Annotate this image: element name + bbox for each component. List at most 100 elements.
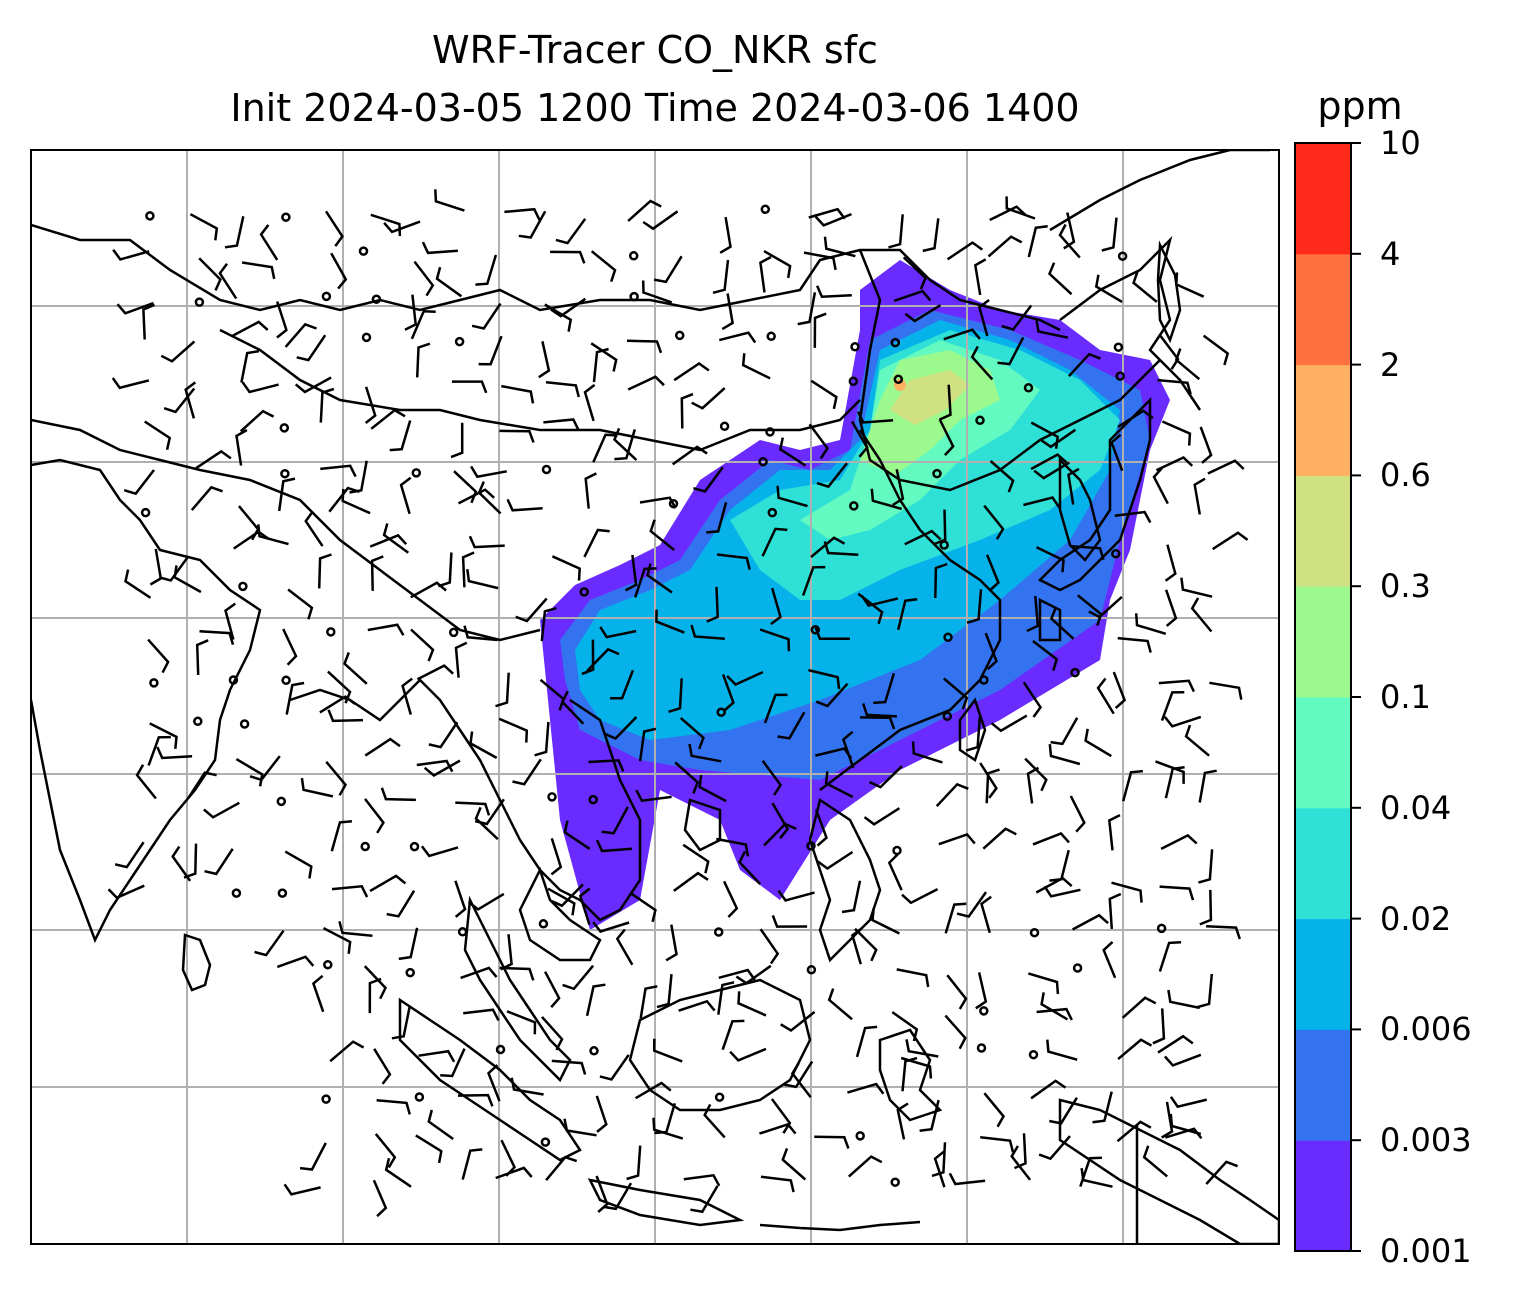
- wind-barb: [544, 303, 573, 332]
- map-frame: [30, 149, 1280, 1245]
- wind-barb: [718, 331, 757, 344]
- wind-barb: [1163, 1053, 1202, 1067]
- wind-barb: [814, 627, 850, 641]
- wind-barb: [1038, 1135, 1071, 1161]
- wind-barb: [1197, 973, 1214, 1009]
- wind-barb: [551, 1059, 587, 1075]
- wind-barb: [418, 1049, 456, 1063]
- wind-barb: [703, 1103, 726, 1139]
- wind-barb: [195, 639, 209, 675]
- wind-barb: [330, 252, 348, 290]
- wind-barb: [382, 523, 410, 554]
- wind-barb: [1116, 1120, 1152, 1143]
- wind-barb: [1108, 892, 1122, 929]
- wind-barb: [935, 782, 969, 808]
- wind-barb: [401, 677, 413, 715]
- wind-barbs: [107, 189, 1249, 1218]
- calm-wind-circle: [714, 1092, 725, 1102]
- wind-barb: [563, 820, 591, 850]
- wind-barb: [276, 301, 288, 339]
- wind-barb: [810, 379, 838, 410]
- wind-barb: [970, 345, 994, 381]
- wind-barb: [777, 711, 806, 740]
- wind-barb: [300, 777, 334, 798]
- wind-barb: [629, 892, 657, 923]
- wind-barb: [588, 759, 625, 772]
- wind-barb: [1199, 889, 1213, 926]
- wind-barb: [320, 464, 357, 478]
- wind-barb: [319, 695, 356, 714]
- wind-barb: [555, 218, 587, 245]
- calm-wind-circle: [405, 967, 415, 978]
- wind-barb: [551, 555, 581, 581]
- wind-barb: [595, 1095, 608, 1133]
- wind-barb: [896, 1102, 909, 1140]
- wind-barb: [1158, 941, 1182, 972]
- wind-barb: [1114, 510, 1152, 524]
- sakhalin: [1156, 240, 1182, 344]
- wind-barb: [763, 693, 788, 724]
- wind-barb: [888, 214, 904, 249]
- wind-barb: [604, 716, 638, 740]
- calm-wind-circle: [939, 540, 949, 550]
- colorbar-segment: [1295, 364, 1351, 476]
- wind-barb: [814, 212, 852, 227]
- calm-wind-circle: [719, 421, 730, 432]
- calm-wind-circle: [140, 507, 151, 518]
- sri-lanka: [181, 933, 212, 992]
- wind-barb: [680, 392, 694, 429]
- wind-barb: [706, 501, 728, 534]
- wind-barb: [1110, 433, 1124, 472]
- wind-barb: [1155, 760, 1185, 784]
- wind-barb: [369, 533, 408, 548]
- wind-barb: [475, 254, 498, 286]
- wind-barb: [399, 476, 412, 515]
- wind-barb: [1117, 636, 1152, 653]
- korea-peninsula: [1058, 456, 1102, 562]
- philippines: [808, 797, 882, 963]
- calm-wind-circle: [1117, 251, 1128, 261]
- wind-barb: [1030, 453, 1068, 471]
- wind-barb: [857, 592, 884, 625]
- map-title-line-1: WRF-Tracer CO_NKR sfc: [432, 28, 878, 72]
- wind-barb: [771, 914, 808, 928]
- wind-barb: [287, 588, 314, 620]
- wind-barb: [814, 809, 828, 847]
- wind-barb: [282, 628, 298, 666]
- wind-barb: [726, 670, 764, 686]
- wind-barb: [349, 460, 368, 494]
- wind-barb: [1046, 1039, 1078, 1061]
- wind-barb: [922, 218, 940, 253]
- wind-barb: [471, 302, 502, 330]
- wind-barb: [1161, 420, 1192, 446]
- wind-barb: [1117, 1038, 1153, 1061]
- wind-barb: [410, 628, 435, 662]
- wind-barb: [973, 258, 987, 296]
- wind-barb: [276, 955, 315, 969]
- wind-barb: [1160, 833, 1198, 851]
- wind-barb: [434, 189, 465, 212]
- calm-wind-circle: [1023, 383, 1034, 393]
- wind-barb: [1043, 885, 1081, 898]
- calm-wind-circle: [457, 927, 468, 937]
- wind-barb: [463, 625, 498, 642]
- wind-barb: [813, 312, 827, 348]
- wind-barb: [453, 470, 478, 504]
- wind-barb: [550, 250, 586, 264]
- calm-wind-circle: [371, 294, 382, 304]
- wind-barb: [1058, 223, 1081, 259]
- wind-barb: [583, 383, 596, 422]
- calm-wind-circle: [326, 627, 336, 637]
- wind-barb: [415, 1134, 443, 1164]
- colorbar-segment: [1295, 807, 1351, 920]
- wind-barb: [1027, 972, 1060, 995]
- wind-barb: [468, 535, 505, 549]
- wind-barb: [450, 422, 464, 459]
- wind-barb: [540, 606, 557, 642]
- calm-wind-circle: [1113, 342, 1124, 352]
- wind-barb: [1102, 940, 1117, 979]
- wind-barb: [808, 423, 829, 460]
- wind-barb: [1035, 546, 1065, 573]
- wind-barb: [364, 737, 401, 757]
- wind-barb: [905, 1039, 939, 1058]
